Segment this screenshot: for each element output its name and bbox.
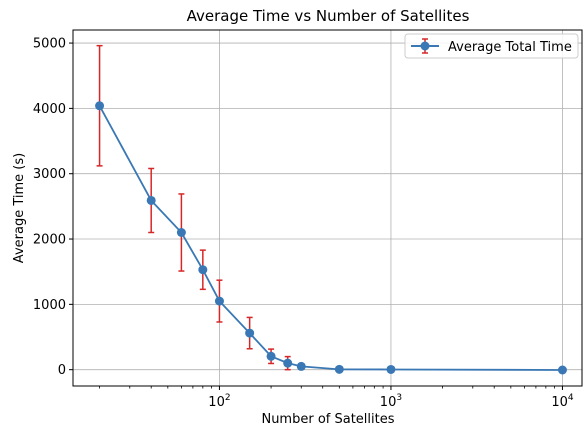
legend: Average Total Time bbox=[404, 33, 579, 59]
data-point bbox=[557, 365, 567, 375]
x-axis-label: Number of Satellites bbox=[261, 412, 394, 427]
series-line bbox=[98, 105, 563, 371]
y-tick-label: 2000 bbox=[33, 233, 66, 248]
axes-layer: 0 1000 2000 3000 4000 5000 102 103 104 bbox=[33, 37, 574, 410]
legend-marker bbox=[420, 41, 430, 51]
y-tick-label: 1000 bbox=[33, 298, 66, 313]
y-tick-label: 0 bbox=[58, 363, 66, 378]
y-axis-label: Average Time (s) bbox=[12, 153, 27, 263]
data-point bbox=[214, 296, 224, 306]
legend-box bbox=[404, 33, 579, 59]
data-point bbox=[266, 351, 276, 361]
data-point bbox=[95, 101, 105, 111]
data-point bbox=[283, 358, 293, 368]
x-tick-label: 102 bbox=[208, 393, 230, 410]
grid-layer bbox=[73, 30, 582, 386]
plot-frame bbox=[72, 29, 583, 387]
data-point bbox=[334, 364, 344, 374]
legend-label: Average Total Time bbox=[448, 40, 572, 55]
series-layer bbox=[95, 44, 567, 375]
data-point bbox=[146, 195, 156, 205]
x-tick-label: 103 bbox=[380, 393, 402, 410]
y-tick-label: 5000 bbox=[33, 37, 66, 52]
data-point bbox=[296, 361, 306, 371]
data-point bbox=[198, 265, 208, 275]
data-point bbox=[176, 227, 186, 237]
data-point bbox=[245, 328, 255, 338]
y-tick-label: 3000 bbox=[33, 167, 66, 182]
chart-title: Average Time vs Number of Satellites bbox=[187, 7, 470, 25]
y-tick-label: 4000 bbox=[33, 102, 66, 117]
x-tick-label: 104 bbox=[551, 393, 574, 410]
data-point bbox=[386, 364, 396, 374]
